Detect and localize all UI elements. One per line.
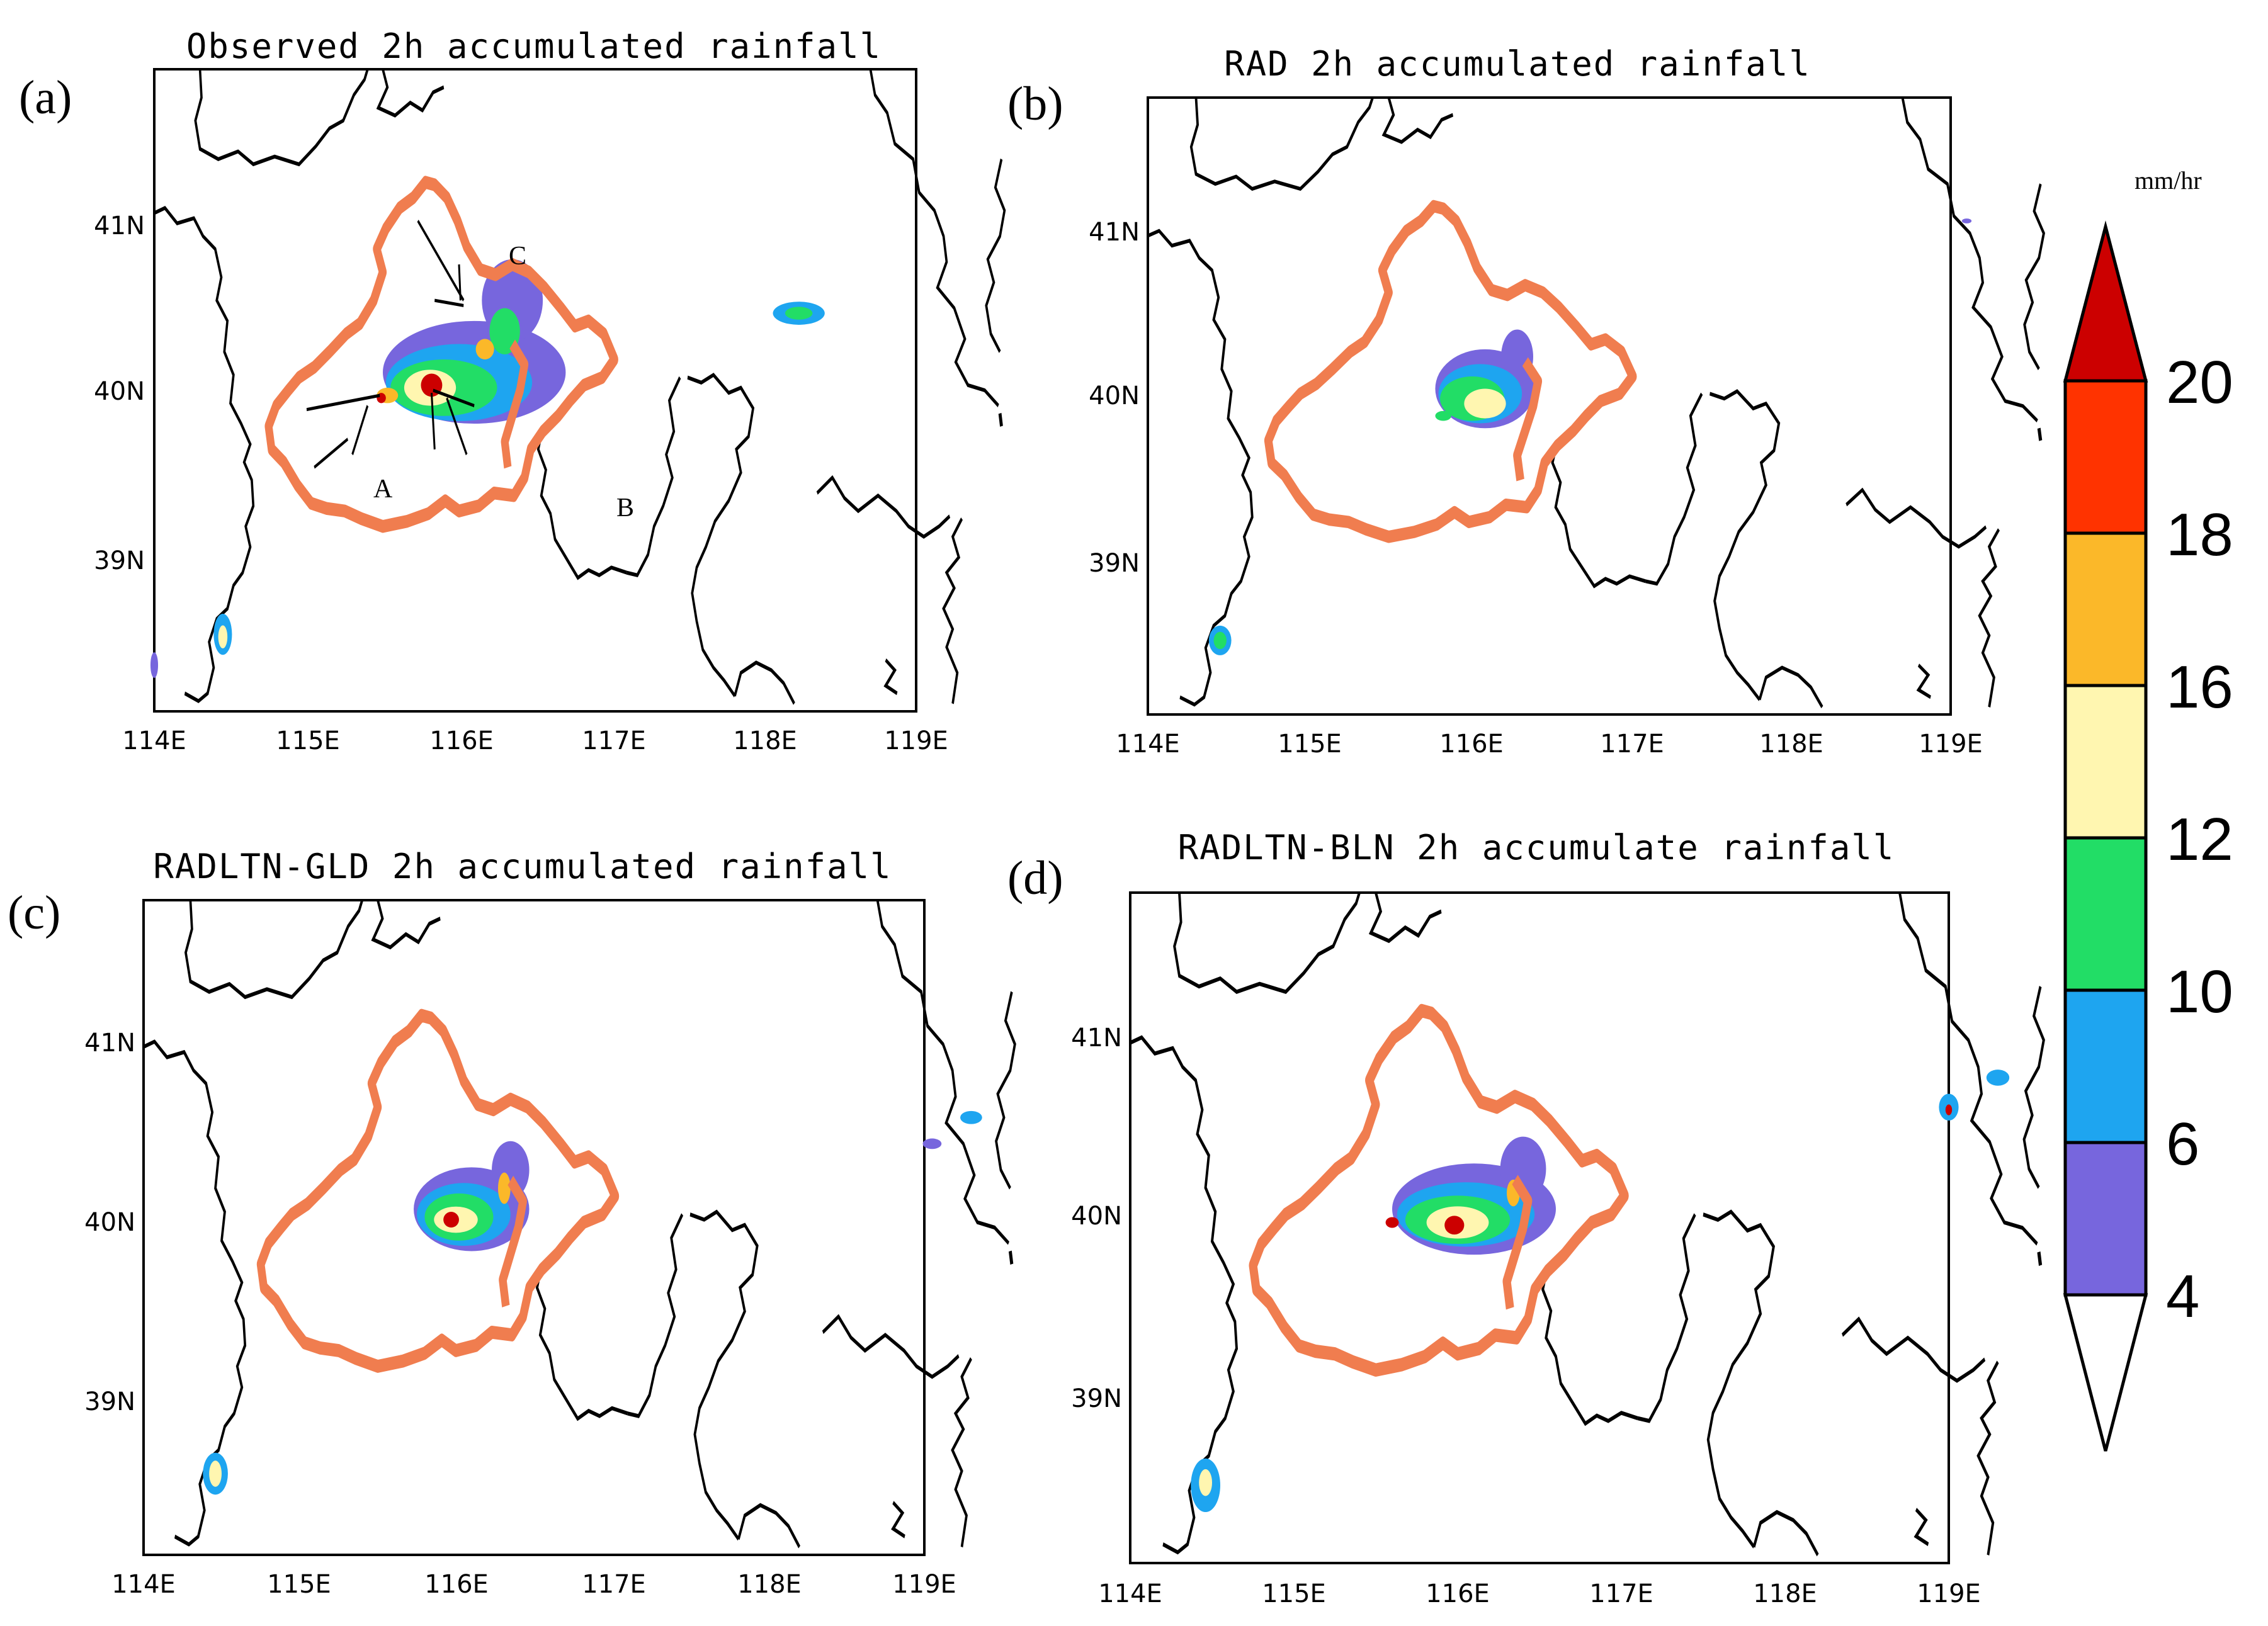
x-tick: 115E xyxy=(1278,730,1342,759)
annotation-a: A xyxy=(373,475,393,504)
panel-d-label: (d) xyxy=(1007,852,1063,905)
panel-c-label: (c) xyxy=(8,886,60,939)
map-content xyxy=(150,69,1004,704)
colorbar-tick: 18 xyxy=(2166,501,2233,568)
x-tick: 116E xyxy=(1439,730,1504,759)
colorbar: mm/hr 20 18 16 12 10 6 4 xyxy=(2063,166,2233,1452)
map-content xyxy=(1148,98,2044,707)
y-tick: 40N xyxy=(1089,381,1140,410)
colorbar-band xyxy=(2063,836,2148,992)
x-tick: 115E xyxy=(1262,1579,1326,1608)
x-tick: 117E xyxy=(1589,1579,1653,1608)
colorbar-tick: 4 xyxy=(2166,1263,2199,1330)
x-tick: 117E xyxy=(582,726,646,755)
x-tick: 114E xyxy=(1098,1579,1162,1608)
y-tick: 41N xyxy=(84,1029,135,1058)
x-tick: 114E xyxy=(111,1570,176,1599)
panel-b-label: (b) xyxy=(1007,77,1063,130)
axes-d: 41N 40N 39N 114E 115E 116E 117E 118E 119… xyxy=(1071,1024,1981,1608)
annotation-b: B xyxy=(616,494,634,522)
colorbar-band xyxy=(2063,531,2148,687)
colorbar-unit: mm/hr xyxy=(2135,166,2202,195)
x-tick: 119E xyxy=(1919,730,1983,759)
x-tick: 118E xyxy=(737,1570,802,1599)
colorbar-tick: 20 xyxy=(2166,349,2233,416)
panel-a: A B C xyxy=(150,69,1004,713)
y-tick: 40N xyxy=(94,377,145,406)
y-tick: 39N xyxy=(1089,549,1140,578)
y-tick: 41N xyxy=(94,212,145,240)
axes-a: 41N 40N 39N 114E 115E 116E 117E 118E 119… xyxy=(94,212,948,755)
panel-a-label: (a) xyxy=(19,71,72,124)
colorbar-top-triangle xyxy=(2063,220,2148,383)
x-tick: 114E xyxy=(1116,730,1180,759)
panel-b xyxy=(1147,96,2044,716)
colorbar-band xyxy=(2063,684,2148,840)
x-tick: 118E xyxy=(1753,1579,1817,1608)
x-tick: 118E xyxy=(733,726,797,755)
x-tick: 116E xyxy=(424,1570,489,1599)
x-tick: 117E xyxy=(582,1570,646,1599)
y-tick: 41N xyxy=(1071,1024,1122,1053)
x-tick: 118E xyxy=(1759,730,1823,759)
x-tick: 116E xyxy=(429,726,494,755)
y-tick: 39N xyxy=(1071,1384,1122,1413)
x-tick: 114E xyxy=(122,726,186,755)
panel-d-title: RADLTN-BLN 2h accumulate rainfall xyxy=(1178,828,1895,867)
panel-c xyxy=(142,899,1015,1556)
colorbar-band xyxy=(2063,988,2148,1144)
x-tick: 119E xyxy=(884,726,948,755)
colorbar-tick: 10 xyxy=(2166,958,2233,1025)
colorbar-tick: 6 xyxy=(2166,1110,2199,1178)
rain-field xyxy=(1208,218,1972,655)
colorbar-band xyxy=(2063,1141,2148,1297)
x-tick: 119E xyxy=(1917,1579,1981,1608)
colorbar-bottom-triangle xyxy=(2063,1293,2148,1452)
x-tick: 116E xyxy=(1426,1579,1490,1608)
colorbar-tick: 16 xyxy=(2166,653,2233,721)
rain-field xyxy=(150,259,825,678)
axes-b: 41N 40N 39N 114E 115E 116E 117E 118E 119… xyxy=(1089,218,1983,759)
map-content xyxy=(1130,893,2044,1555)
y-tick: 41N xyxy=(1089,218,1140,247)
y-tick: 39N xyxy=(94,546,145,575)
map-frame xyxy=(142,899,926,1556)
panel-c-title: RADLTN-GLD 2h accumulated rainfall xyxy=(153,847,892,886)
y-tick: 40N xyxy=(84,1208,135,1237)
colorbar-band xyxy=(2063,379,2148,535)
map-content xyxy=(144,900,1015,1547)
colorbar-tick: 12 xyxy=(2166,806,2233,873)
panel-d xyxy=(1130,893,2044,1564)
panel-a-title: Observed 2h accumulated rainfall xyxy=(186,26,882,66)
annotation-arrows xyxy=(306,219,475,469)
x-tick: 115E xyxy=(276,726,340,755)
rain-field xyxy=(203,1110,982,1495)
x-tick: 115E xyxy=(267,1570,331,1599)
panel-b-title: RAD 2h accumulated rainfall xyxy=(1224,44,1811,84)
y-tick: 40N xyxy=(1071,1202,1122,1231)
x-tick: 117E xyxy=(1600,730,1664,759)
axes-c: 41N 40N 39N 114E 115E 116E 117E 118E 119… xyxy=(84,1029,956,1599)
annotation-c: C xyxy=(509,242,526,271)
y-tick: 39N xyxy=(84,1387,135,1416)
x-tick: 119E xyxy=(892,1570,956,1599)
map-frame xyxy=(1147,96,1952,716)
